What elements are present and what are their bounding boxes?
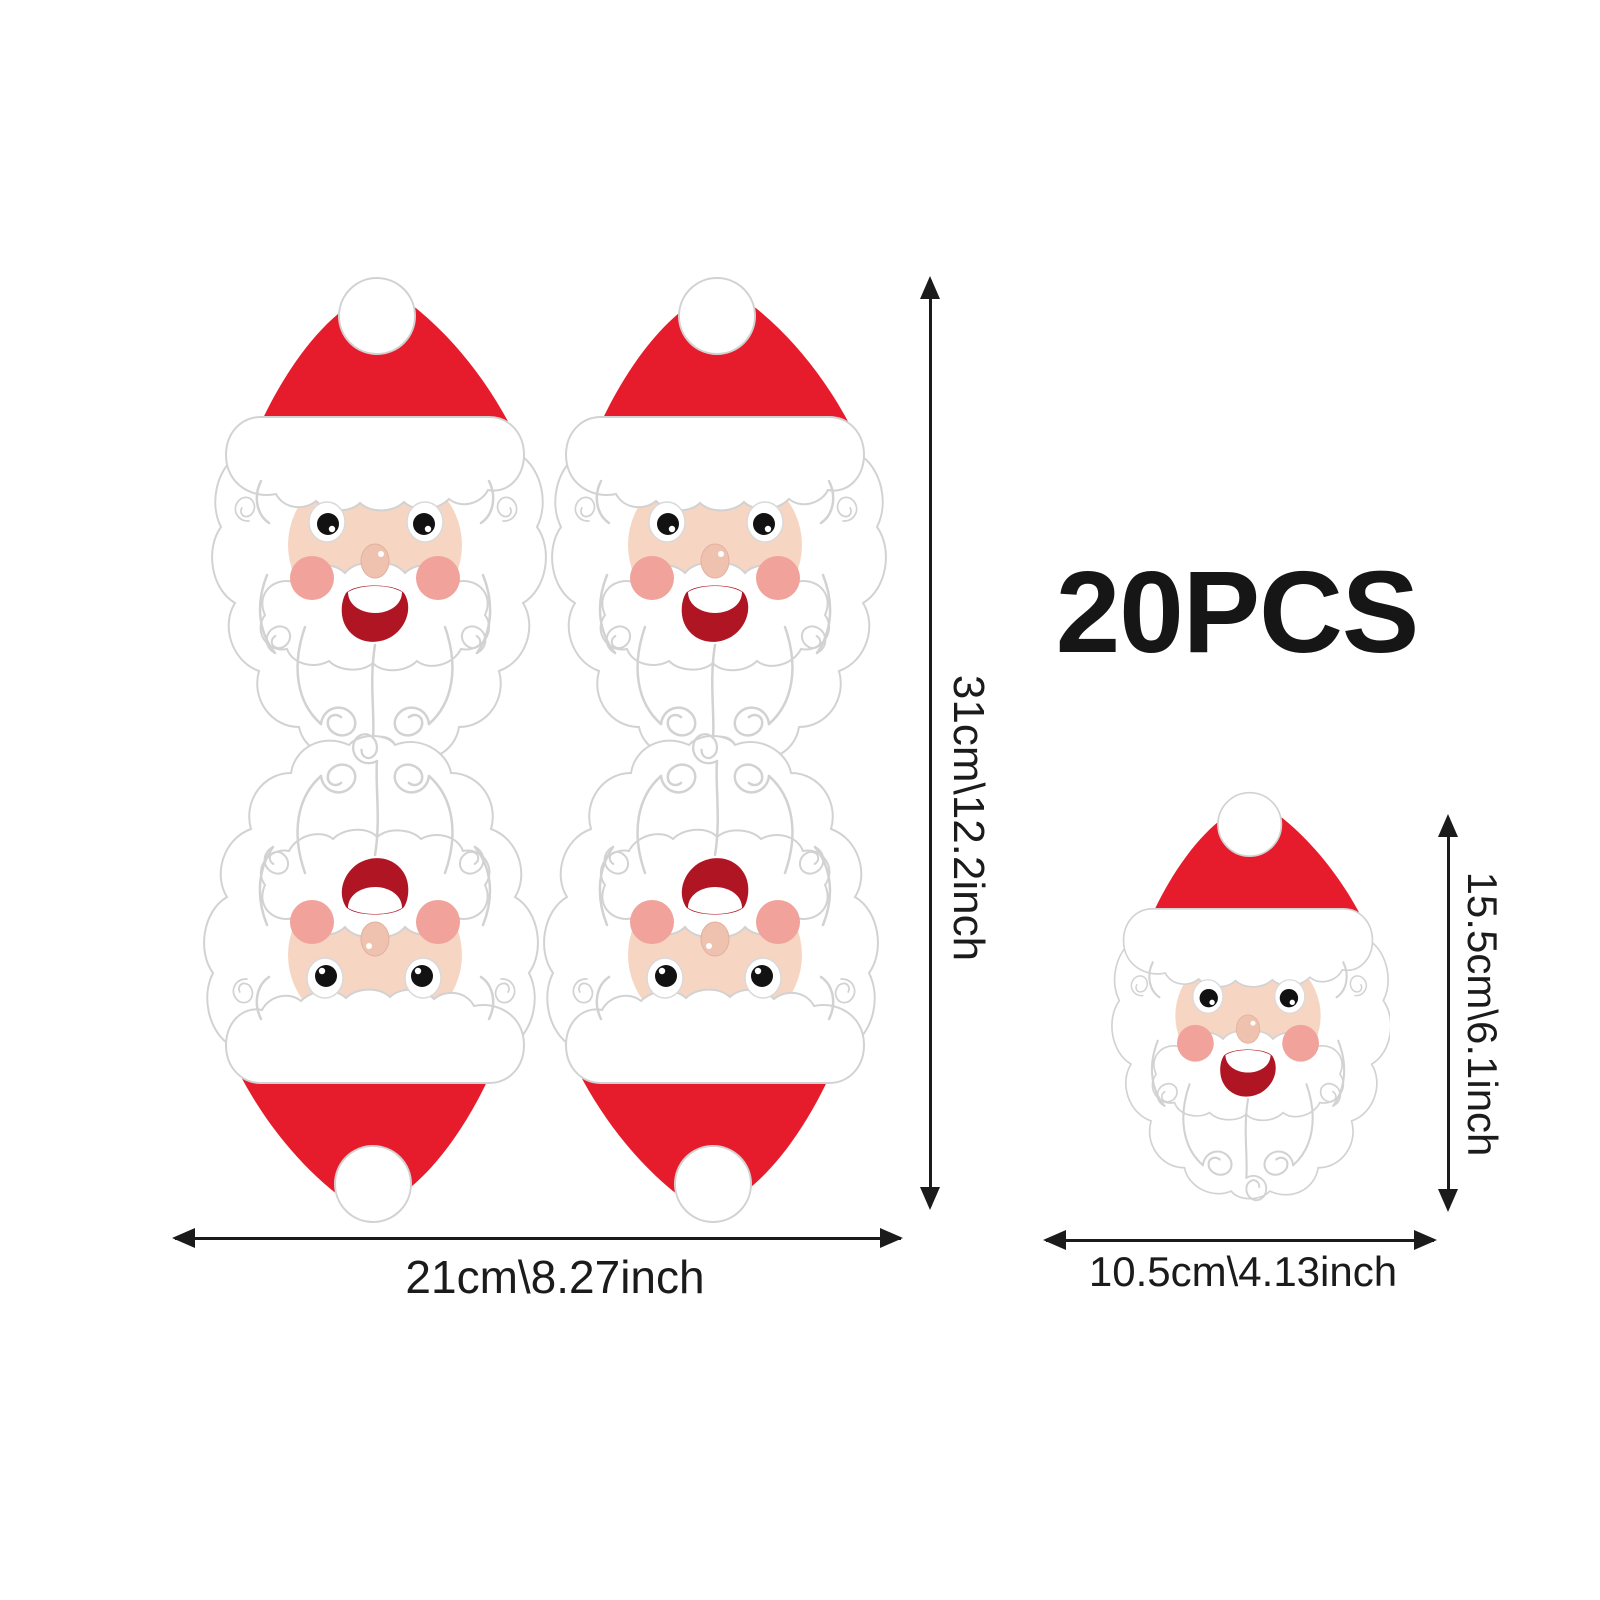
dimension-line xyxy=(175,1237,901,1240)
santa-sheet-image xyxy=(170,270,910,1230)
sheet-height-label: 31cm\12.2inch xyxy=(944,674,993,962)
sheet-width-label: 21cm\8.27inch xyxy=(405,1251,705,1303)
pieces-count-label: 20PCS xyxy=(1055,547,1420,677)
arrow-left-icon xyxy=(172,1228,195,1248)
dimension-line xyxy=(929,280,932,1206)
dimension-line xyxy=(1447,818,1450,1208)
santa-face-icon-inverted xyxy=(544,733,878,1222)
arrow-down-icon xyxy=(1438,1189,1458,1212)
santa-face-icon xyxy=(552,278,886,767)
arrow-left-icon xyxy=(1043,1230,1066,1250)
santa-face-icon xyxy=(212,278,546,767)
arrow-up-icon xyxy=(1438,814,1458,837)
arrow-right-icon xyxy=(1414,1230,1437,1250)
arrow-up-icon xyxy=(920,276,940,299)
arrow-right-icon xyxy=(880,1228,903,1248)
santa-face-icon-inverted xyxy=(204,733,538,1222)
single-santa-image xyxy=(1106,790,1390,1208)
arrow-down-icon xyxy=(920,1187,940,1210)
dimension-line xyxy=(1046,1239,1434,1242)
single-height-label: 15.5cm\6.1inch xyxy=(1459,871,1506,1157)
santa-face-icon xyxy=(1112,793,1390,1201)
single-width-label: 10.5cm\4.13inch xyxy=(1088,1248,1398,1295)
